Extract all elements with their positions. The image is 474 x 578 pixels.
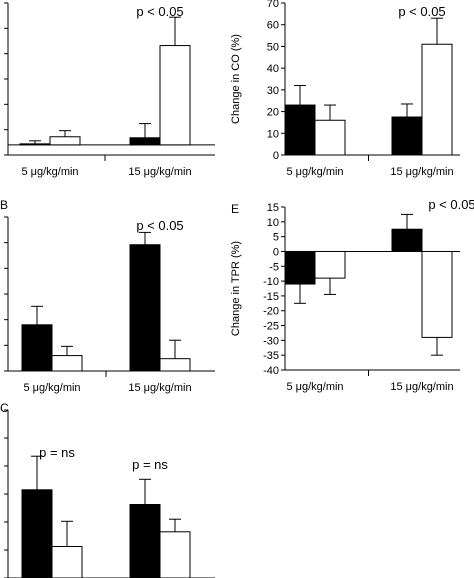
y-tick-label: 40 (267, 63, 279, 75)
chart-panel-c: p = ns p = ns C (0, 401, 215, 578)
y-tick-label: -10 (263, 276, 279, 288)
y-tick-label: 20 (267, 107, 279, 119)
y-tick-label: 70 (267, 0, 279, 10)
y-tick-label: -5 (269, 261, 279, 273)
chart-panel-b: 5 μg/kg/min 15 μg/kg/min p < 0.05 B (0, 198, 215, 394)
x-category-label: 15 μg/kg/min (128, 166, 191, 178)
y-tick-label: -35 (263, 350, 279, 362)
y-tick-label: -40 (263, 365, 279, 377)
significance-annotation: p < 0.05 (136, 218, 183, 233)
bar-series2-cat2 (159, 45, 191, 146)
bar-series1-cat2 (391, 116, 423, 156)
bar-series2-cat1 (51, 546, 83, 578)
panel-letter: C (0, 401, 9, 415)
bar-series2-cat1 (51, 355, 83, 372)
bar-series1-cat1 (19, 143, 51, 146)
chart-panel-a: 5 μg/kg/min 15 μg/kg/min p < 0.05 (4, 2, 215, 178)
chart-panel-d: 0 10 20 30 40 50 60 70 5 μg/kg/min 15 μg/kg/min p … (230, 0, 460, 178)
panel-letter: E (231, 202, 239, 216)
bar-series1-cat2 (129, 244, 161, 372)
y-tick-label: -15 (263, 291, 279, 303)
significance-annotation: p = ns (39, 445, 75, 460)
y-tick-label: 0 (273, 150, 279, 162)
y-tick-label: 60 (267, 20, 279, 32)
bar-series1-cat2 (129, 504, 161, 578)
bar-series2-cat1 (49, 136, 81, 146)
y-tick-label: 15 (267, 202, 279, 214)
x-category-label: 15 μg/kg/min (390, 166, 453, 178)
bar-series2-cat2 (421, 250, 453, 338)
bar-series1-cat1 (21, 489, 53, 578)
bar-series1-cat2 (129, 137, 161, 146)
bar-series2-cat2 (159, 358, 191, 372)
panel-letter: B (0, 198, 8, 212)
significance-annotation: p = ns (132, 457, 168, 472)
bar-series1-cat2 (391, 228, 423, 252)
significance-annotation: p < 0.05 (398, 4, 445, 19)
x-category-label: 5 μg/kg/min (286, 166, 343, 178)
y-axis-label: Change in TPR (%) (230, 241, 242, 336)
y-tick-label: -30 (263, 335, 279, 347)
bar-series1-cat1 (284, 250, 316, 285)
bar-series2-cat1 (314, 119, 346, 156)
bar-series1-cat1 (284, 104, 316, 156)
bar-series2-cat2 (421, 43, 453, 156)
y-tick-label: 10 (267, 217, 279, 229)
x-category-label: 15 μg/kg/min (128, 382, 191, 394)
x-category-label: 5 μg/kg/min (23, 382, 80, 394)
y-tick-label: 30 (267, 85, 279, 97)
bar-series2-cat1 (314, 250, 346, 279)
significance-annotation: p < 0.05 (428, 197, 474, 212)
y-tick-label: 0 (273, 246, 279, 258)
y-tick-label: 10 (267, 128, 279, 140)
chart-panel-e: 15 10 5 0 -5 -10 -15 -20 -25 -30 -35 -40 5 μg/kg/min… (230, 197, 474, 393)
bar-series1-cat1 (21, 324, 53, 372)
y-tick-label: -25 (263, 321, 279, 333)
y-tick-label: 50 (267, 41, 279, 53)
x-category-label: 15 μg/kg/min (390, 381, 453, 393)
significance-annotation: p < 0.05 (136, 4, 183, 19)
y-tick-label: -20 (263, 306, 279, 318)
x-category-label: 5 μg/kg/min (286, 381, 343, 393)
y-tick-label: 5 (273, 232, 279, 244)
x-category-label: 5 μg/kg/min (21, 166, 78, 178)
bar-series2-cat2 (159, 531, 191, 578)
y-axis-label: Change in CO (%) (230, 34, 242, 124)
